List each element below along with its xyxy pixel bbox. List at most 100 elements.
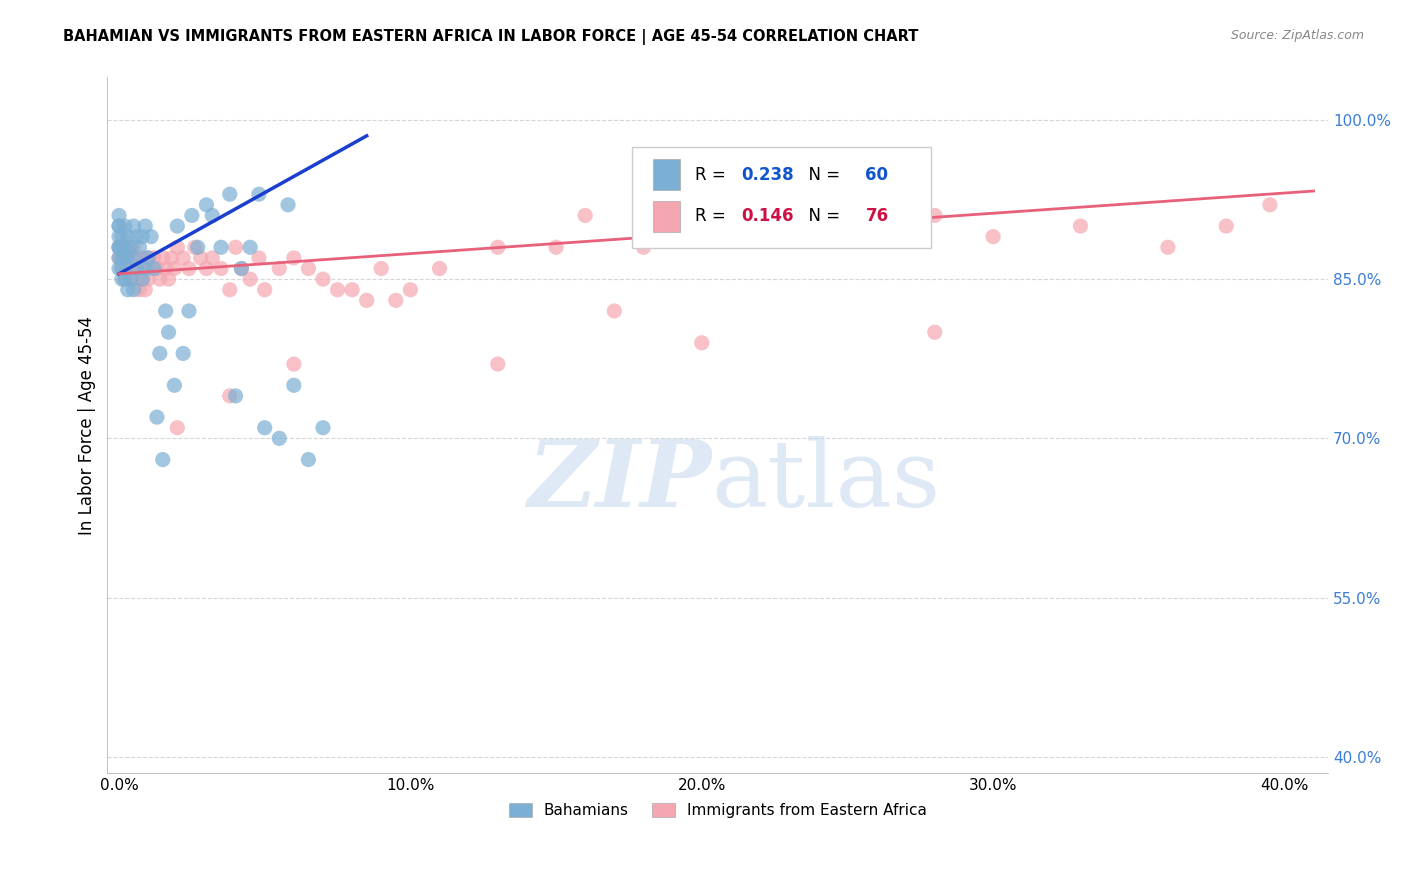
Text: BAHAMIAN VS IMMIGRANTS FROM EASTERN AFRICA IN LABOR FORCE | AGE 45-54 CORRELATIO: BAHAMIAN VS IMMIGRANTS FROM EASTERN AFRI… [63,29,918,45]
Point [326,283,349,297]
Point [111,272,134,286]
Point [187,240,209,254]
Text: atlas: atlas [711,435,941,525]
Point [253,283,276,297]
Point [166,219,188,233]
Point [152,452,174,467]
Point [603,304,626,318]
Point [117,229,139,244]
Point [117,283,139,297]
Point [114,272,136,286]
Point [399,283,422,297]
Point [125,251,148,265]
Point [370,261,392,276]
Point [131,272,153,286]
Point [218,283,240,297]
Point [231,261,253,276]
Point [239,240,262,254]
Point [247,187,270,202]
Point [172,346,194,360]
Point [1258,198,1281,212]
Point [128,261,150,276]
Text: N =: N = [799,208,845,226]
Text: 60: 60 [866,166,889,184]
Point [114,219,136,233]
Point [120,240,142,254]
Point [172,251,194,265]
FancyBboxPatch shape [652,201,681,232]
Point [134,283,156,297]
Point [312,421,335,435]
Point [125,261,148,276]
Point [385,293,408,308]
Point [111,229,134,244]
Point [283,251,305,265]
Text: N =: N = [799,166,845,184]
Point [136,251,159,265]
Point [195,198,218,212]
Point [125,272,148,286]
Point [114,251,136,265]
Point [166,240,188,254]
Point [139,229,162,244]
Point [218,187,240,202]
Point [177,304,200,318]
Point [149,346,172,360]
Point [125,229,148,244]
Point [152,251,174,265]
Point [574,209,596,223]
Point [143,261,166,276]
Point [108,240,131,254]
Y-axis label: In Labor Force | Age 45-54: In Labor Force | Age 45-54 [79,316,96,534]
Point [225,240,247,254]
Point [108,219,131,233]
Point [184,240,207,254]
Point [111,240,134,254]
Point [108,219,131,233]
Point [981,229,1004,244]
Point [114,251,136,265]
Point [146,410,169,425]
Point [120,272,142,286]
Point [239,272,262,286]
Point [218,389,240,403]
Point [143,251,166,265]
Point [177,261,200,276]
Point [108,240,131,254]
Point [1069,219,1091,233]
Point [163,261,186,276]
Text: 0.146: 0.146 [741,208,793,226]
Point [231,261,253,276]
Point [114,272,136,286]
Point [111,251,134,265]
Point [297,261,319,276]
Point [429,261,451,276]
Point [180,209,202,223]
Point [114,240,136,254]
Point [108,209,131,223]
Point [136,251,159,265]
Point [157,272,180,286]
Point [157,325,180,339]
Point [111,261,134,276]
Point [277,198,299,212]
Point [128,283,150,297]
Text: R =: R = [695,166,731,184]
Point [149,272,172,286]
FancyBboxPatch shape [652,159,681,190]
Point [122,261,145,276]
Text: 76: 76 [866,208,889,226]
Point [111,261,134,276]
Text: ZIP: ZIP [527,435,711,525]
Text: 0.238: 0.238 [741,166,793,184]
Point [209,240,232,254]
Point [160,251,183,265]
Point [111,240,134,254]
Point [269,431,291,445]
Point [283,357,305,371]
Point [120,272,142,286]
Point [131,272,153,286]
Point [139,261,162,276]
Point [253,421,276,435]
Point [247,251,270,265]
